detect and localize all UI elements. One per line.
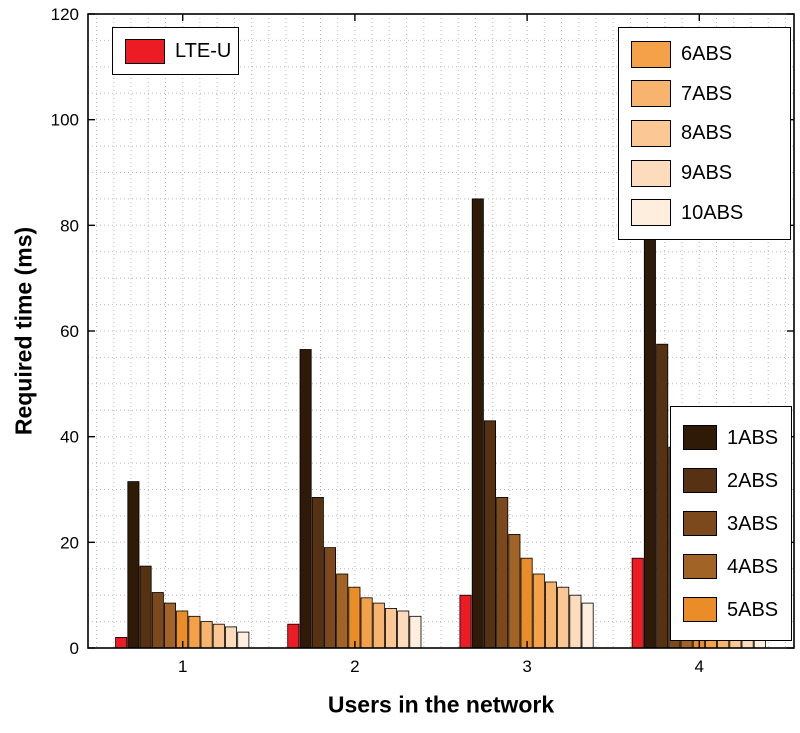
legend-swatch-3abs: [683, 511, 717, 536]
legend-swatch-5abs: [683, 597, 717, 622]
bar-9abs-users3: [569, 594, 582, 649]
y-tick-label: 0: [70, 639, 79, 658]
bar-8abs-users1: [212, 623, 225, 649]
y-tick-label: 100: [51, 111, 79, 130]
x-tick-label: 3: [522, 657, 531, 676]
legend-item-5abs: 5ABS: [671, 597, 791, 622]
legend-item-6abs: 6ABS: [619, 40, 790, 68]
x-tick-label: 1: [178, 657, 187, 676]
bar-1abs-users2: [299, 349, 312, 649]
bar-6abs-users2: [360, 597, 373, 649]
bar-5abs-users3: [520, 557, 533, 649]
legend-label: 7ABS: [681, 82, 733, 105]
bar-2abs-users2: [311, 496, 324, 649]
bar-1abs-users3: [471, 198, 484, 649]
bar-2abs-users1: [139, 565, 152, 649]
legend-1-5abs: 1ABS 2ABS 3ABS 4ABS 5ABS: [670, 406, 792, 641]
bar-4abs-users2: [336, 573, 349, 649]
y-tick-label: 60: [60, 322, 79, 341]
bar-7abs-users1: [200, 621, 213, 649]
bar-lte-u-users1: [115, 637, 128, 649]
legend-swatch-6abs: [631, 40, 671, 68]
legend-label: 6ABS: [681, 43, 733, 66]
x-axis-label: Users in the network: [327, 691, 555, 718]
bar-8abs-users2: [384, 608, 397, 649]
y-tick-label: 40: [60, 428, 79, 447]
legend-swatch-2abs: [683, 468, 717, 493]
legend-item-7abs: 7ABS: [619, 80, 790, 108]
legend-swatch-7abs: [631, 80, 671, 108]
bar-10abs-users1: [237, 631, 250, 649]
legend-item-4abs: 4ABS: [671, 554, 791, 579]
legend-item-8abs: 8ABS: [619, 119, 790, 147]
bar-7abs-users2: [372, 602, 385, 649]
legend-swatch-1abs: [683, 425, 717, 450]
legend-item-1abs: 1ABS: [671, 425, 791, 450]
bar-6abs-users1: [188, 615, 201, 649]
bar-2abs-users4: [656, 343, 669, 649]
y-axis-label: Required time (ms): [10, 226, 37, 436]
legend-item-9abs: 9ABS: [619, 159, 790, 187]
bar-3abs-users2: [323, 547, 336, 649]
bar-5abs-users2: [348, 586, 361, 649]
legend-label: 9ABS: [681, 162, 733, 185]
legend-label: LTE-U: [175, 40, 232, 62]
legend-label: 1ABS: [727, 426, 779, 449]
legend-label: 2ABS: [727, 469, 779, 492]
bar-3abs-users1: [151, 592, 164, 649]
bar-lte-u-users4: [631, 557, 644, 649]
legend-label: 5ABS: [727, 598, 779, 621]
bar-lte-u-users2: [287, 623, 300, 649]
y-tick-label: 120: [51, 5, 79, 24]
legend-6-10abs: 6ABS 7ABS 8ABS 9ABS 10ABS: [618, 27, 791, 240]
bar-1abs-users1: [127, 481, 140, 649]
legend-label: 8ABS: [681, 122, 733, 145]
bar-lte-u-users3: [459, 594, 472, 649]
bar-4abs-users3: [508, 534, 521, 649]
bar-9abs-users2: [397, 610, 410, 649]
bar-7abs-users3: [545, 581, 558, 649]
bar-8abs-users3: [557, 586, 570, 649]
legend-item-2abs: 2ABS: [671, 468, 791, 493]
bar-9abs-users1: [224, 626, 237, 649]
y-tick-label: 20: [60, 533, 79, 552]
bar-2abs-users3: [483, 420, 496, 649]
bar-10abs-users2: [409, 615, 422, 649]
legend-swatch-8abs: [631, 119, 671, 147]
legend-label: 3ABS: [727, 512, 779, 535]
bar-4abs-users1: [163, 602, 176, 649]
legend-swatch-4abs: [683, 554, 717, 579]
legend-swatch-lte-u: [125, 38, 165, 64]
legend-item-lte-u: LTE-U: [113, 38, 238, 64]
x-tick-label: 4: [695, 657, 704, 676]
legend-label: 4ABS: [727, 555, 779, 578]
legend-label: 10ABS: [681, 201, 744, 224]
bar-3abs-users3: [496, 496, 509, 649]
legend-swatch-9abs: [631, 159, 671, 187]
legend-lteu: LTE-U: [112, 27, 239, 75]
x-tick-label: 2: [350, 657, 359, 676]
legend-swatch-10abs: [631, 199, 671, 227]
y-tick-label: 80: [60, 216, 79, 235]
bar-6abs-users3: [532, 573, 545, 649]
legend-item-10abs: 10ABS: [619, 199, 790, 227]
legend-item-3abs: 3ABS: [671, 511, 791, 536]
bar-10abs-users3: [581, 602, 594, 649]
